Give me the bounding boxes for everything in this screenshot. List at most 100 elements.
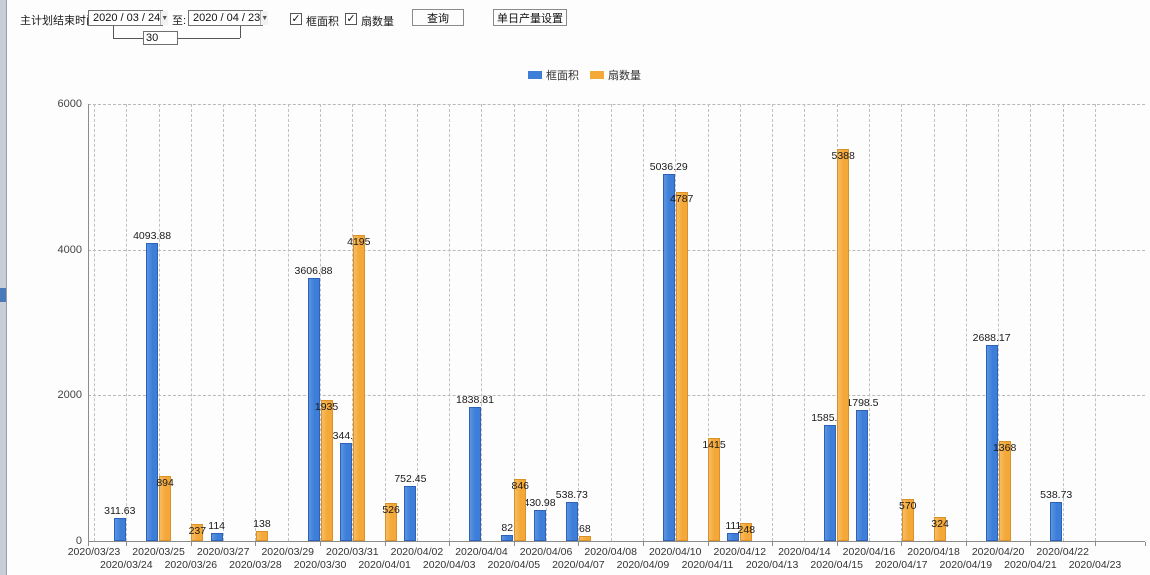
v-gridline (223, 104, 225, 541)
bar-frame-area (824, 425, 837, 541)
x-axis-tick (449, 542, 451, 546)
x-axis-label: 2020/04/08 (584, 546, 637, 558)
bar-value-label: 68 (579, 523, 591, 536)
x-axis-label: 2020/04/22 (1036, 546, 1089, 558)
bar-value-label: 248 (737, 523, 756, 536)
x-axis-tick (901, 542, 903, 546)
query-button[interactable]: 查询 (412, 9, 464, 26)
bar-value-label: 752.45 (394, 473, 427, 486)
bar-fan-count (385, 502, 398, 541)
x-axis-label: 2020/04/07 (552, 559, 605, 571)
bar-fan-count (578, 536, 591, 541)
fan-count-checkbox[interactable]: ✓ (345, 13, 357, 25)
plan-end-time-label: 主计划结束时间: (20, 15, 101, 27)
v-gridline (965, 104, 967, 541)
date-from-dropdown-icon[interactable]: ▼ (160, 11, 169, 25)
bar-value-label: 1838.81 (455, 394, 494, 407)
h-gridline (88, 395, 1145, 397)
frame-area-checkbox-label[interactable]: 框面积 (306, 16, 339, 28)
legend-swatch-blue (528, 71, 542, 79)
bar-fan-count (352, 235, 365, 541)
v-gridline (707, 104, 709, 541)
y-axis-tick-label: 2000 (57, 389, 82, 402)
x-axis-tick (126, 542, 128, 546)
bar-fan-count (159, 475, 172, 541)
v-gridline (481, 104, 483, 541)
bar-frame-area (1050, 501, 1063, 541)
x-axis-tick (642, 542, 644, 546)
x-axis-label: 2020/04/06 (519, 546, 573, 558)
bar-frame-area (210, 532, 223, 541)
fan-count-checkbox-label[interactable]: 扇数量 (361, 16, 394, 28)
bar-frame-area (404, 486, 417, 541)
x-axis-tick (1030, 542, 1032, 546)
frame-area-checkbox[interactable]: ✓ (290, 13, 302, 25)
bar-value-label: 846 (511, 480, 530, 493)
bar-value-label: 538.73 (1040, 488, 1073, 501)
bar-value-label: 1415 (702, 438, 726, 451)
x-axis-label: 2020/03/26 (164, 559, 218, 571)
x-axis-label: 2020/04/19 (939, 559, 993, 571)
x-axis-label: 2020/04/11 (681, 559, 734, 571)
x-axis-label: 2020/04/16 (842, 546, 896, 558)
x-axis-tick (965, 542, 967, 546)
bar-fan-count (255, 530, 268, 541)
bar-value-label: 4093.88 (133, 229, 172, 242)
v-gridline (1030, 104, 1032, 541)
x-axis-label: 2020/04/15 (810, 559, 863, 571)
bar-frame-area (468, 407, 481, 541)
bar-frame-area (501, 535, 514, 541)
bar-fan-count (191, 523, 204, 541)
date-to-picker[interactable]: 2020 / 04 / 23 ▼ (188, 10, 269, 26)
bar-fan-count (998, 441, 1011, 541)
bar-frame-area (146, 242, 159, 541)
v-gridline (1062, 104, 1064, 541)
connector-line (178, 38, 240, 39)
legend-label: 扇数量 (608, 70, 641, 82)
v-gridline (158, 104, 160, 541)
bar-frame-area (856, 410, 869, 541)
date-to-dropdown-icon[interactable]: ▼ (260, 11, 269, 25)
v-gridline (868, 104, 870, 541)
legend-item-frame-area: 框面积 (528, 70, 579, 82)
x-axis-label: 2020/04/04 (455, 546, 508, 558)
v-gridline (320, 104, 322, 541)
days-span-input[interactable] (143, 31, 178, 45)
bar-fan-count (934, 517, 947, 541)
x-axis-tick (320, 542, 322, 546)
y-axis-tick-label: 6000 (57, 98, 82, 110)
v-gridline (287, 104, 289, 541)
x-axis-label: 2020/03/30 (293, 559, 347, 571)
x-axis-label: 2020/03/24 (100, 559, 153, 571)
x-axis-label: 2020/04/01 (358, 559, 411, 571)
bar-value-label: 3606.88 (294, 265, 333, 278)
v-gridline (449, 104, 451, 541)
bar-value-label: 526 (382, 503, 400, 516)
bar-value-label: 311.63 (104, 505, 136, 518)
y-axis-tick-label: 0 (75, 535, 82, 547)
bar-value-label: 5388 (831, 149, 855, 162)
x-axis-label: 2020/04/21 (1004, 559, 1057, 571)
bar-value-label: 5036.29 (649, 161, 688, 174)
x-axis-tick (384, 542, 386, 546)
daily-output-settings-button[interactable]: 单日产量设置 (493, 9, 567, 26)
checkmark-icon: ✓ (291, 12, 301, 25)
legend-label: 框面积 (546, 70, 579, 82)
bar-frame-area (727, 532, 740, 541)
x-axis-tick (707, 542, 709, 546)
bar-value-label: 570 (898, 500, 917, 513)
v-gridline (513, 104, 515, 541)
v-gridline (804, 104, 806, 541)
x-axis-label: 2020/03/31 (326, 546, 379, 558)
x-axis-label: 2020/03/28 (229, 559, 282, 571)
bar-fan-count (320, 400, 333, 541)
y-axis-tick-label: 4000 (57, 243, 82, 256)
x-axis-label: 2020/04/18 (907, 546, 960, 558)
v-gridline (772, 104, 774, 541)
x-axis-label: 2020/04/02 (390, 546, 444, 558)
x-axis-label: 2020/03/25 (132, 546, 185, 558)
date-to-value: 2020 / 04 / 23 (193, 12, 261, 24)
x-axis-label: 2020/04/10 (648, 546, 702, 558)
date-from-picker[interactable]: 2020 / 03 / 24 ▼ (88, 10, 169, 26)
